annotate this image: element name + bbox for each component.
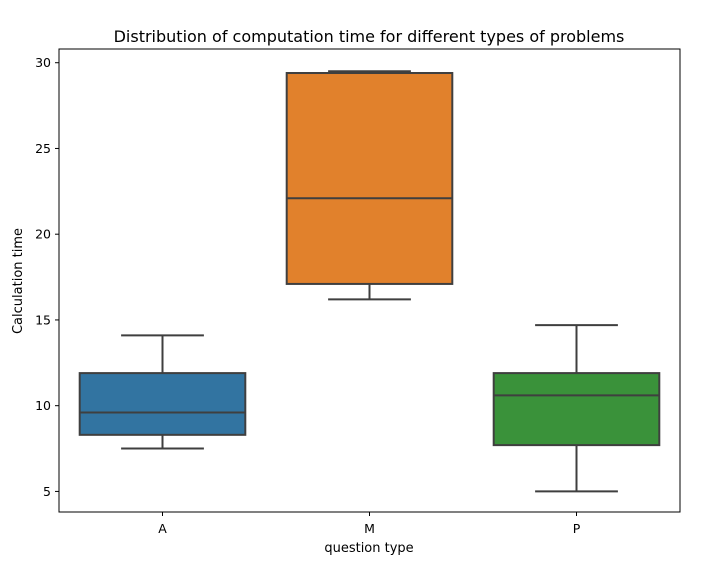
x-axis-label: question type (324, 541, 413, 556)
box-A (78, 334, 247, 450)
y-tick-label: 10 (35, 398, 51, 413)
y-tick-label: 20 (35, 227, 51, 242)
y-tick-label: 30 (35, 55, 51, 70)
y-tick-label: 15 (35, 312, 51, 327)
x-tick-label: A (158, 521, 167, 536)
boxes-layer (78, 70, 661, 493)
y-tick-label: 25 (35, 141, 51, 156)
iqr-box (285, 72, 454, 285)
chart-title: Distribution of computation time for dif… (114, 27, 625, 46)
y-tick-label: 5 (43, 484, 51, 499)
y-axis: 5 10 15 20 25 30 (35, 55, 59, 499)
x-tick-label: P (573, 521, 581, 536)
y-axis-label: Calculation time (11, 228, 26, 334)
iqr-box (492, 372, 661, 447)
box-P (492, 324, 661, 493)
iqr-box (78, 372, 247, 436)
box-M (285, 70, 454, 301)
x-tick-label: M (364, 521, 375, 536)
